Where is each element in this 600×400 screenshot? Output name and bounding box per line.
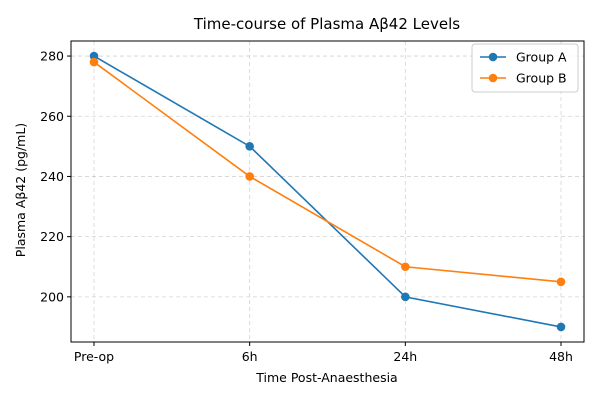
- y-axis: 200 220 240 260 280: [40, 49, 71, 304]
- legend-marker: [488, 73, 498, 83]
- x-tick-label: 24h: [393, 349, 417, 364]
- y-axis-label: Plasma Aβ42 (pg/mL): [13, 123, 28, 257]
- x-tick-label: Pre-op: [74, 349, 114, 364]
- x-tick-label: 48h: [549, 349, 573, 364]
- legend-marker: [488, 52, 498, 62]
- series-line-group-b: [93, 61, 562, 283]
- legend-item-group-b: Group B: [480, 71, 567, 86]
- y-tick-label: 200: [40, 289, 64, 304]
- legend-box: [471, 43, 579, 93]
- legend-label: Group B: [516, 71, 567, 86]
- series-group-a: [89, 51, 566, 332]
- data-point: [556, 322, 566, 332]
- x-tick-label: 6h: [242, 349, 258, 364]
- series-group-b: [89, 57, 566, 287]
- x-axis-label: Time Post-Anaesthesia: [255, 370, 397, 385]
- data-point: [89, 57, 99, 67]
- series-layer: [89, 51, 566, 332]
- legend-label: Group A: [516, 50, 567, 65]
- series-line-group-a: [93, 55, 562, 328]
- y-tick-label: 240: [40, 169, 64, 184]
- data-point: [245, 142, 254, 151]
- y-tick-label: 280: [40, 49, 64, 64]
- y-tick-label: 220: [40, 229, 64, 244]
- data-point: [556, 277, 566, 287]
- plot-frame: [70, 40, 585, 343]
- data-point: [401, 292, 410, 302]
- data-point: [401, 262, 410, 272]
- chart-title: Time-course of Plasma Aβ42 Levels: [193, 15, 460, 33]
- y-tick-label: 260: [40, 109, 64, 124]
- data-point: [89, 51, 99, 61]
- legend: Group A Group B: [471, 43, 579, 93]
- legend-item-group-a: Group A: [480, 50, 567, 65]
- x-axis: Pre-op 6h 24h 48h: [74, 342, 573, 364]
- data-point: [245, 172, 254, 181]
